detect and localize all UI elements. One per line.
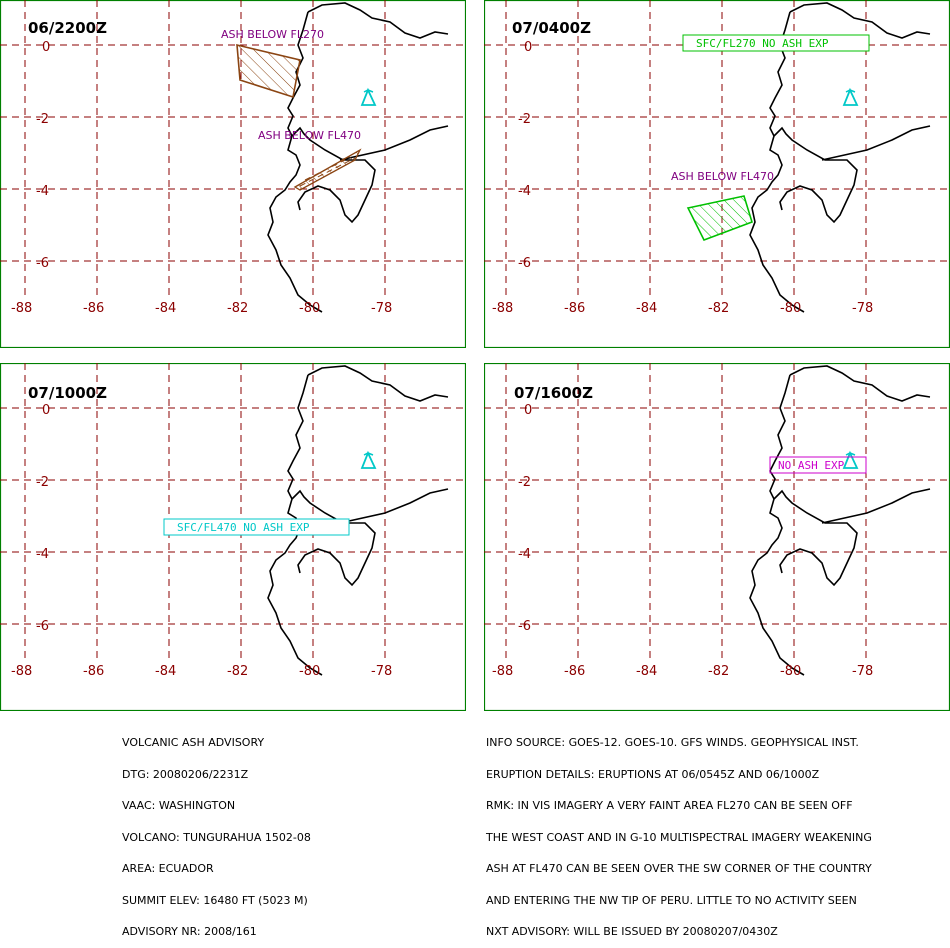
no-ash-label: SFC/FL470 NO ASH EXP (177, 521, 310, 534)
panel-border (484, 363, 950, 711)
lat-tick: 0 (524, 40, 532, 55)
lon-tick: -78 (852, 664, 873, 679)
advisory-line: VAAC: WASHINGTON (122, 799, 236, 812)
no-ash-label: SFC/FL270 NO ASH EXP (696, 37, 829, 50)
no-ash-box (769, 456, 867, 474)
lon-tick: -80 (299, 664, 320, 679)
advisory-line: ADVISORY NR: 2008/161 (122, 925, 257, 938)
advisory-line: AREA: ECUADOR (122, 862, 214, 875)
lat-tick: -4 (36, 547, 49, 562)
advisory-remarks: INFO SOURCE: GOES-12. GOES-10. GFS WINDS… (486, 717, 872, 948)
info-line: THE WEST COAST AND IN G-10 MULTISPECTRAL… (486, 830, 872, 844)
lon-tick: -86 (564, 664, 585, 679)
info-line: INFO SOURCE: GOES-12. GOES-10. GFS WINDS… (486, 736, 859, 749)
lat-tick: -4 (518, 547, 531, 562)
advisory-header: VOLCANIC ASH ADVISORY DTG: 20080206/2231… (122, 717, 311, 948)
lon-tick: -86 (83, 301, 104, 316)
lat-tick: -6 (36, 619, 49, 634)
lon-tick: -84 (636, 664, 657, 679)
lon-tick: -80 (299, 301, 320, 316)
lon-tick: -88 (11, 301, 32, 316)
volcano-icon (360, 87, 377, 106)
lon-tick: -78 (371, 301, 392, 316)
lon-tick-labels: -88 -86 -84 -82 -80 -78 (492, 301, 873, 316)
lat-tick: 0 (524, 403, 532, 418)
no-ash-box (682, 34, 870, 52)
panel-time: 07/1600Z (514, 384, 593, 402)
ash-label: ASH BELOW FL270 (221, 28, 324, 41)
coastline (267, 2, 449, 313)
panel-border (0, 363, 466, 711)
lat-tick: -2 (36, 112, 49, 127)
lon-tick: -78 (371, 664, 392, 679)
lat-tick: -4 (518, 184, 531, 199)
panel-border (484, 0, 950, 348)
map-panel-1: 06/2200Z ASH BELOW FL270 ASH BELOW FL470… (0, 0, 466, 348)
info-line: NXT ADVISORY: WILL BE ISSUED BY 20080207… (486, 925, 778, 938)
lon-tick: -88 (11, 664, 32, 679)
advisory-line: SUMMIT ELEV: 16480 FT (5023 M) (122, 893, 308, 907)
graticule (484, 363, 950, 658)
lat-tick: 0 (42, 40, 50, 55)
advisory-line: VOLCANIC ASH ADVISORY (122, 736, 265, 749)
volcano-icon (842, 450, 859, 469)
volcano-icon (360, 450, 377, 469)
lon-tick: -78 (852, 301, 873, 316)
lat-tick: -2 (518, 475, 531, 490)
lon-tick: -88 (492, 301, 513, 316)
ash-area-fl470 (686, 195, 753, 242)
lat-tick-labels: 0 -2 -4 -6 (36, 403, 50, 634)
ash-label: ASH BELOW FL470 (671, 170, 774, 183)
lon-tick: -82 (227, 664, 248, 679)
lon-tick-labels: -88 -86 -84 -82 -80 -78 (492, 664, 873, 679)
lat-tick: -6 (518, 619, 531, 634)
info-line: RMK: IN VIS IMAGERY A VERY FAINT AREA FL… (486, 799, 853, 812)
map-panel-4: NO ASH EXP 07/1600Z 0 -2 -4 -6 -88 -86 -… (484, 363, 950, 711)
lat-tick: -6 (518, 256, 531, 271)
info-line: ASH AT FL470 CAN BE SEEN OVER THE SW COR… (486, 862, 872, 875)
panel-time: 06/2200Z (28, 19, 107, 37)
lon-tick: -80 (780, 301, 801, 316)
ash-label: ASH BELOW FL470 (258, 129, 361, 142)
lon-tick: -82 (708, 664, 729, 679)
lon-tick: -88 (492, 664, 513, 679)
no-ash-box (163, 518, 350, 536)
panel-time: 07/0400Z (512, 19, 591, 37)
lat-tick: -4 (36, 184, 49, 199)
advisory-line: VOLCANO: TUNGURAHUA 1502-08 (122, 830, 311, 844)
lon-tick-labels: -88 -86 -84 -82 -80 -78 (11, 664, 392, 679)
lat-tick: -6 (36, 256, 49, 271)
lon-tick-labels: -88 -86 -84 -82 -80 -78 (11, 301, 392, 316)
graticule (0, 363, 466, 658)
lon-tick: -82 (227, 301, 248, 316)
lat-tick-labels: 0 -2 -4 -6 (518, 40, 532, 271)
lon-tick: -80 (780, 664, 801, 679)
no-ash-label: NO ASH EXP (778, 459, 845, 472)
map-panel-3: SFC/FL470 NO ASH EXP 07/1000Z 0 -2 -4 -6… (0, 363, 466, 711)
info-line: AND ENTERING THE NW TIP OF PERU. LITTLE … (486, 893, 857, 907)
panel-border (0, 0, 466, 348)
volcano-icon (842, 87, 859, 106)
map-panel-2: SFC/FL270 NO ASH EXP 07/0400Z ASH BELOW … (484, 0, 950, 348)
panel-time: 07/1000Z (28, 384, 107, 402)
lon-tick: -86 (83, 664, 104, 679)
info-line: ERUPTION DETAILS: ERUPTIONS AT 06/0545Z … (486, 767, 820, 781)
graticule (0, 0, 466, 295)
lon-tick: -82 (708, 301, 729, 316)
coastline (749, 2, 931, 313)
lon-tick: -84 (636, 301, 657, 316)
lat-tick-labels: 0 -2 -4 -6 (518, 403, 532, 634)
lat-tick: 0 (42, 403, 50, 418)
lon-tick: -84 (155, 664, 176, 679)
lat-tick: -2 (518, 112, 531, 127)
ash-area-fl270 (236, 43, 301, 99)
lon-tick: -84 (155, 301, 176, 316)
lat-tick-labels: 0 -2 -4 -6 (36, 40, 50, 271)
coastline (749, 365, 931, 676)
lat-tick: -2 (36, 475, 49, 490)
lon-tick: -86 (564, 301, 585, 316)
advisory-line: DTG: 20080206/2231Z (122, 767, 249, 781)
